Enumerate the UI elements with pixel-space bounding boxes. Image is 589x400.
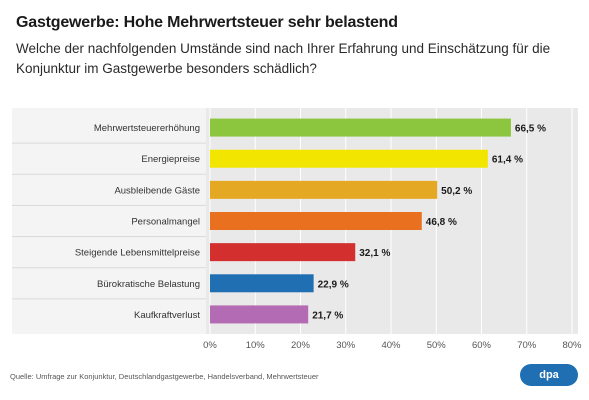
x-tick-label: 50% bbox=[427, 340, 447, 351]
category-label: Bürokratische Belastung bbox=[97, 279, 200, 290]
x-tick-label: 80% bbox=[562, 340, 582, 351]
chart-title: Gastgewerbe: Hohe Mehrwertsteuer sehr be… bbox=[16, 14, 398, 31]
x-tick-label: 10% bbox=[246, 340, 266, 351]
category-label: Steigende Lebensmittelpreise bbox=[75, 248, 200, 259]
x-tick-label: 40% bbox=[381, 340, 401, 351]
value-label: 50,2 % bbox=[441, 186, 472, 197]
bar bbox=[210, 243, 356, 262]
source-note: Quelle: Umfrage zur Konjunktur, Deutschl… bbox=[10, 372, 319, 381]
category-label: Personalmangel bbox=[131, 217, 200, 228]
bar bbox=[210, 149, 488, 168]
x-tick-label: 60% bbox=[472, 340, 492, 351]
x-tick-label: 0% bbox=[203, 340, 217, 351]
value-label: 61,4 % bbox=[492, 155, 523, 166]
x-tick-label: 20% bbox=[291, 340, 311, 351]
bar bbox=[210, 212, 422, 230]
bar bbox=[210, 180, 438, 199]
bar bbox=[210, 274, 314, 293]
value-label: 21,7 % bbox=[312, 310, 343, 321]
x-tick-label: 70% bbox=[517, 340, 537, 351]
chart-subtitle: Welche der nachfolgenden Umstände sind n… bbox=[16, 41, 551, 76]
category-label: Energiepreise bbox=[141, 154, 200, 165]
dpa-logo: dpa bbox=[520, 364, 578, 386]
bar bbox=[210, 305, 309, 324]
value-label: 32,1 % bbox=[359, 248, 390, 259]
bar bbox=[210, 118, 511, 137]
category-label: Mehrwertsteuererhöhung bbox=[94, 123, 200, 134]
value-label: 22,9 % bbox=[318, 279, 349, 290]
category-label: Kaufkraftverlust bbox=[134, 310, 200, 321]
label-column bbox=[12, 108, 206, 334]
value-label: 66,5 % bbox=[515, 124, 546, 135]
category-label: Ausbleibende Gäste bbox=[114, 185, 200, 196]
value-label: 46,8 % bbox=[426, 217, 457, 228]
x-tick-label: 30% bbox=[336, 340, 356, 351]
